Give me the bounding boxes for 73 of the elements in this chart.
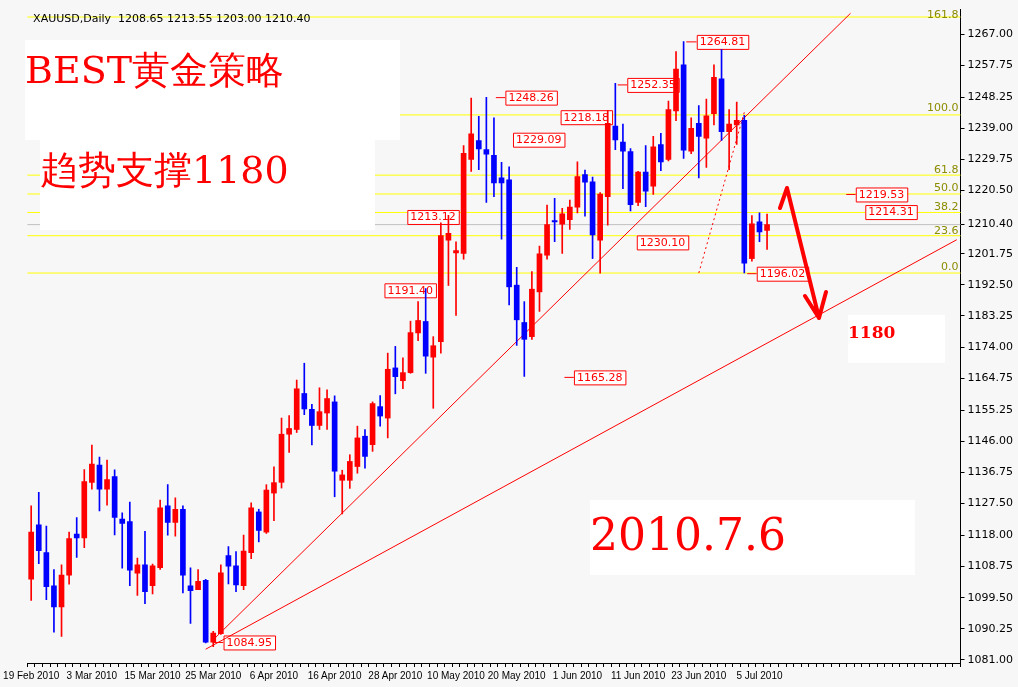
annotation: 1219.53: [858, 187, 905, 201]
x-tick-label: 1 Jun 2010: [552, 669, 603, 681]
candlestick: [521, 301, 528, 377]
annotation: 1248.26: [508, 90, 554, 104]
y-tick-label: 1090.25: [967, 621, 1014, 635]
candlestick: [695, 105, 702, 179]
y-tick-label: 1210.40: [967, 217, 1014, 231]
y-tick-label: 1192.50: [967, 277, 1014, 291]
x-tick-label: 23 Jun 2010: [671, 669, 727, 681]
y-tick-label: 1108.75: [967, 559, 1014, 573]
chart-title: XAUUSD,Daily 1208.65 1213.55 1203.00 1210.40: [33, 12, 311, 26]
candlestick: [764, 213, 770, 250]
y-tick-label: 1174.00: [967, 339, 1014, 353]
annotation: 161.8: [927, 8, 959, 22]
candlestick: [475, 115, 482, 171]
y-tick-label: 1136.75: [967, 465, 1014, 479]
candlestick: [119, 512, 126, 569]
y-tick-label: 1183.25: [967, 308, 1014, 322]
annotation: 61.8: [934, 162, 959, 176]
annotation: 1191.40: [387, 283, 433, 297]
annotation: 1230.10: [639, 235, 686, 249]
y-tick-label: 1118.00: [967, 528, 1014, 542]
x-tick-label: 3 Mar 2010: [66, 669, 118, 681]
y-tick-label: 1229.75: [967, 152, 1014, 166]
annotation: 23.6: [934, 223, 959, 237]
y-tick-label: 1248.25: [967, 90, 1014, 104]
annotation: 1165.28: [576, 370, 623, 384]
candlestick: [339, 469, 346, 515]
x-tick-label: 10 May 2010: [427, 669, 486, 681]
annotation: 0.0: [941, 259, 959, 273]
annotation: 1214.31: [868, 205, 914, 219]
candlestick: [271, 466, 277, 522]
x-tick-label: 19 Feb 2010: [3, 669, 60, 681]
y-tick-label: 1081.00: [967, 652, 1014, 666]
candlestick: [582, 169, 588, 217]
x-tick-label: 20 May 2010: [487, 669, 547, 681]
annotation: 2010.7.6: [590, 500, 915, 575]
candlestick: [430, 336, 437, 409]
candlestick: [392, 346, 399, 395]
x-tick-label: 28 Apr 2010: [368, 669, 423, 681]
annotation: 1196.02: [759, 267, 806, 281]
annotation: 1084.95: [226, 635, 273, 649]
annotation: 100.0: [927, 101, 959, 115]
candlestick: [453, 241, 459, 316]
annotation: 1229.09: [515, 133, 562, 147]
x-tick-label: 6 Apr 2010: [249, 669, 299, 681]
annotation: 1180: [848, 315, 945, 363]
y-tick-label: 1146.00: [967, 434, 1014, 448]
x-tick-label: 5 Jul 2010: [736, 669, 783, 681]
y-tick-label: 1127.50: [967, 496, 1014, 510]
candlestick: [620, 123, 626, 189]
x-tick-label: 25 Mar 2010: [185, 669, 242, 681]
candlestick: [73, 517, 80, 558]
candlestick: [104, 459, 110, 506]
y-tick-label: 1155.25: [967, 403, 1014, 417]
candlestick: [286, 415, 292, 453]
annotation: 38.2: [934, 200, 959, 214]
annotation: 1213.12: [410, 210, 456, 224]
y-tick-label: 1099.50: [967, 590, 1014, 604]
x-tick-label: 15 Mar 2010: [124, 669, 182, 681]
candlestick: [559, 208, 566, 254]
annotation: 1264.81: [699, 35, 746, 49]
y-tick-label: 1164.75: [967, 371, 1014, 385]
y-tick-label: 1220.50: [967, 183, 1014, 197]
y-tick-label: 1201.75: [967, 246, 1014, 260]
y-tick-label: 1239.00: [967, 121, 1014, 135]
x-tick-label: 11 Jun 2010: [610, 669, 666, 681]
y-tick-label: 1257.75: [967, 58, 1014, 72]
y-tick-label: 1267.00: [967, 27, 1014, 41]
x-tick-label: 16 Apr 2010: [307, 669, 363, 681]
annotation: 50.0: [934, 181, 959, 195]
annotation: 趋势支撑1180: [40, 140, 375, 230]
annotation: BEST黄金策略: [25, 40, 400, 140]
